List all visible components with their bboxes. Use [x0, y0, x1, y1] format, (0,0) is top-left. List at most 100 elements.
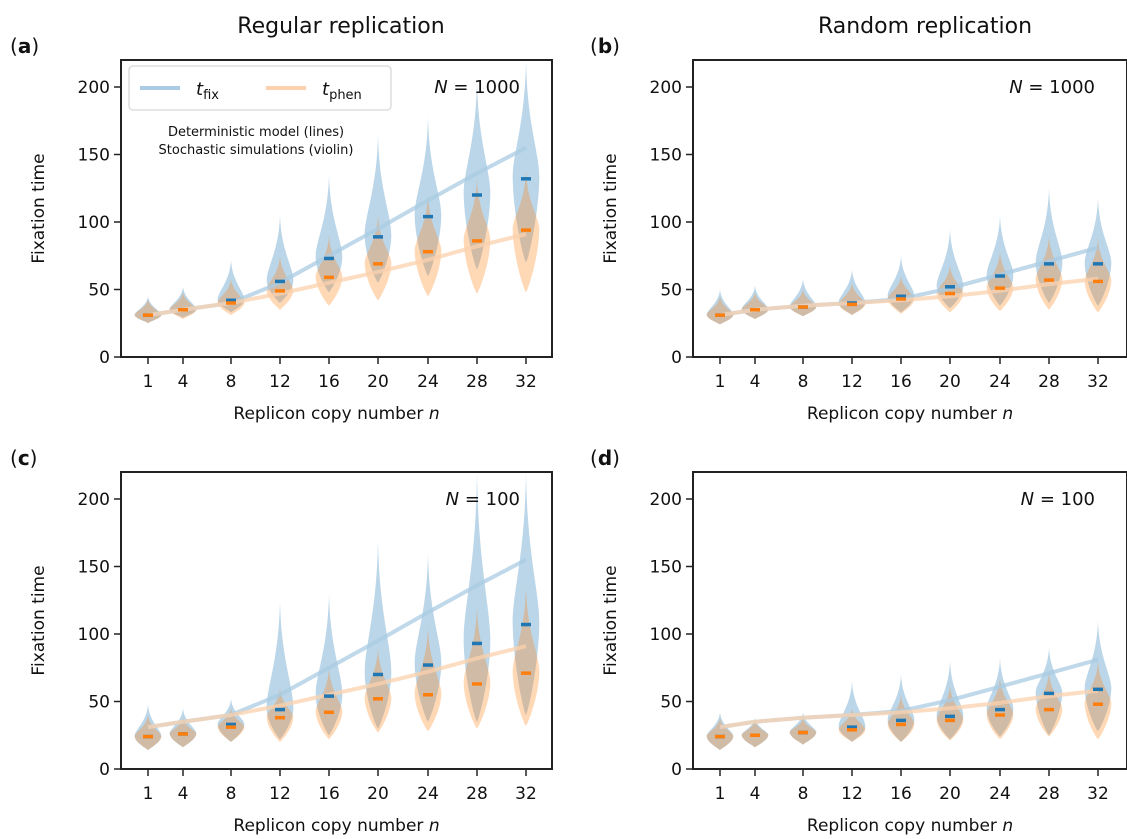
violin-phen	[134, 298, 162, 324]
plot-area	[706, 620, 1112, 751]
chart-panel-c: (c) 0 50 100 150 200 1 4 8 12 16 20 24 28 32 Replicon c…	[10, 446, 553, 836]
x-tick-label: 1	[715, 372, 726, 392]
violin-fix	[315, 174, 343, 293]
violin-fix	[706, 712, 734, 751]
x-tick-label: 24	[417, 784, 439, 804]
x-tick-label: 16	[890, 784, 912, 804]
x-tick-label: 8	[226, 372, 237, 392]
violin-phen	[838, 708, 866, 742]
x-tick-label: 20	[939, 372, 961, 392]
chart-panel-b: (b) 0 50 100 150 200 1 4 8 12 16 20 24 28 32 Replicon c…	[590, 34, 1127, 424]
y-tick-label: 0	[99, 348, 110, 368]
violin-fix	[414, 553, 442, 722]
violin-phen	[463, 607, 491, 729]
column-title-random: Random replication	[818, 14, 1032, 39]
y-tick-label: 200	[78, 78, 110, 98]
plot-frame	[120, 471, 553, 770]
panel-letter: (b)	[590, 34, 620, 58]
panel-letter: (a)	[10, 34, 39, 58]
violin-phen	[463, 178, 491, 294]
x-tick-label: 24	[417, 372, 439, 392]
plot-area	[134, 472, 540, 751]
violin-fix	[887, 674, 915, 742]
x-tick-label: 16	[318, 784, 340, 804]
line-phen-deterministic	[719, 688, 1099, 730]
y-tick-label: 50	[88, 693, 110, 713]
plot-frame	[692, 59, 1127, 358]
violin-fix	[986, 658, 1014, 737]
violin-phen	[986, 251, 1014, 312]
population-size-label: N = 1000	[1009, 77, 1095, 98]
y-tick-label: 50	[88, 281, 110, 301]
violin-phen	[134, 715, 162, 751]
violin-fix	[134, 296, 162, 324]
x-tick-label: 1	[143, 784, 154, 804]
y-tick-label: 150	[78, 558, 110, 578]
violin-fix	[512, 472, 540, 715]
violin-phen	[512, 586, 540, 726]
violin-phen	[887, 694, 915, 742]
violin-fix	[741, 717, 769, 748]
violin-phen	[789, 289, 817, 317]
violin-phen	[364, 647, 392, 733]
x-tick-label: 4	[750, 372, 761, 392]
x-tick-label: 4	[178, 372, 189, 392]
violin-phen	[414, 627, 442, 732]
y-tick-label: 50	[660, 281, 682, 301]
violin-fix	[315, 593, 343, 736]
plot-frame	[120, 59, 553, 358]
y-tick-label: 50	[660, 693, 682, 713]
x-tick-label: 4	[750, 784, 761, 804]
x-axis-label: Replicon copy number n	[233, 404, 439, 424]
violin-phen	[741, 292, 769, 320]
y-tick-label: 200	[650, 490, 682, 510]
population-size-label: N = 100	[1021, 489, 1095, 510]
violin-phen	[706, 296, 734, 325]
legend-label-fix: tfix	[196, 79, 219, 103]
violin-fix	[217, 698, 245, 742]
y-tick-label: 0	[99, 760, 110, 780]
chart-panel-a: (a) 0 50 100 150 200 1 4 8 12 16 20 24 28 32 Replicon c…	[10, 34, 553, 424]
y-tick-label: 100	[78, 213, 110, 233]
legend-note-line1: Deterministic model (lines)	[168, 125, 344, 140]
x-tick-label: 28	[1038, 372, 1060, 392]
violin-fix	[986, 215, 1014, 306]
violin-phen	[1035, 235, 1063, 310]
x-tick-label: 8	[798, 372, 809, 392]
x-tick-label: 28	[1038, 784, 1060, 804]
violin-fix	[1035, 188, 1063, 303]
violin-fix	[789, 712, 817, 745]
x-axis-label: Replicon copy number n	[233, 816, 439, 836]
x-tick-label: 28	[466, 372, 488, 392]
y-axis-label: Fixation time	[601, 565, 621, 675]
chart-panel-d: (d) 0 50 100 150 200 1 4 8 12 16 20 24 28 32 Replicon c…	[590, 446, 1127, 836]
violin-phen	[1084, 238, 1112, 313]
legend-note-line2: Stochastic simulations (violin)	[159, 143, 354, 158]
panel-letter: (c)	[10, 446, 37, 470]
violin-fix	[364, 134, 392, 283]
x-tick-label: 28	[466, 784, 488, 804]
x-tick-label: 8	[226, 784, 237, 804]
y-tick-label: 200	[650, 78, 682, 98]
x-tick-label: 24	[989, 372, 1011, 392]
y-tick-label: 150	[650, 146, 682, 166]
y-tick-label: 100	[650, 213, 682, 233]
violin-phen	[414, 195, 442, 297]
population-size-label: N = 1000	[434, 77, 520, 98]
panel-letter: (d)	[590, 446, 620, 470]
legend-box	[128, 65, 392, 111]
violin-fix	[512, 60, 540, 263]
violin-phen	[169, 292, 197, 320]
x-tick-label: 12	[841, 372, 863, 392]
x-tick-label: 32	[515, 784, 537, 804]
x-tick-label: 16	[318, 372, 340, 392]
violin-fix	[1084, 620, 1112, 732]
violin-fix	[169, 708, 197, 748]
y-tick-label: 200	[78, 490, 110, 510]
violin-phen	[364, 215, 392, 301]
x-tick-label: 20	[367, 784, 389, 804]
x-tick-label: 32	[1087, 372, 1109, 392]
y-axis-label: Fixation time	[601, 153, 621, 263]
y-tick-label: 0	[671, 348, 682, 368]
